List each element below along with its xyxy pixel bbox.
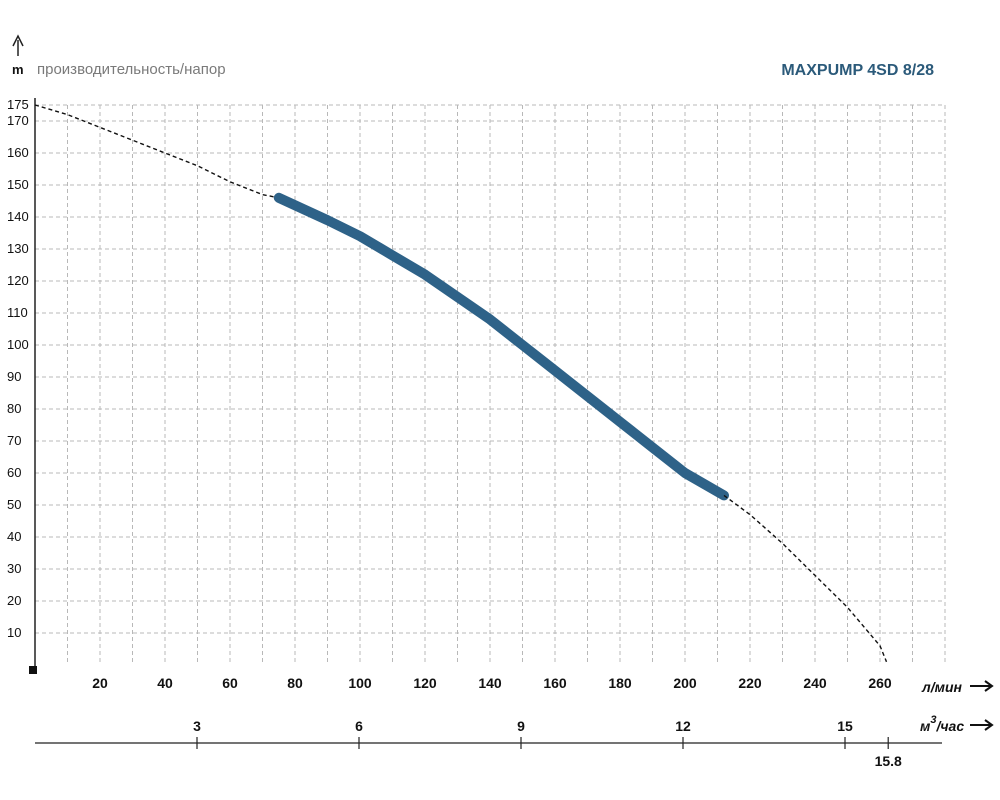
x2-marker-label: 15.8 [875,753,902,769]
x-tick-label-6: 140 [478,675,502,691]
y-tick-label-10: 110 [7,305,28,320]
y-tick-label-7: 80 [7,401,21,416]
x-tick-label-4: 100 [348,675,372,691]
y-tick-label-13: 140 [7,209,29,224]
y-tick-label-3: 40 [7,529,21,544]
y-axis-label: m [12,62,24,77]
x-tick-label-9: 200 [673,675,697,691]
y-axis-arrowhead [12,34,24,47]
x2-axis-label-sup: 3 [930,714,936,726]
y-tick-label-16: 170 [7,113,29,128]
x-tick-label-1: 40 [157,675,173,691]
grid [35,104,946,665]
x2-axis-label-base: м [920,718,931,734]
series-line-0-dashed [34,104,279,199]
series [34,104,888,663]
x2-axis-label-tail: /час [935,718,964,734]
x2-axis-arrow-icon [970,719,994,731]
x-tick-labels: 20 40 60 80 100 120 140 160 180 200 220 240 260 [92,675,892,691]
y-tick-label-12: 130 [7,241,29,256]
x2-tick-label-2: 9 [517,718,525,734]
y-tick-label-17: 175 [7,97,29,112]
y-tick-label-6: 70 [7,433,21,448]
x-axis-label: л/мин [921,679,963,695]
y-tick-label-14: 150 [7,177,29,192]
x-tick-label-11: 240 [803,675,827,691]
chart-title: MAXPUMP 4SD 8/28 [781,62,934,79]
x2-tick-label-0: 3 [193,718,201,734]
x-tick-label-7: 160 [543,675,567,691]
y-tick-labels: 10 20 30 40 50 60 70 80 90 100 110 120 130 140 150 160 1… [7,97,29,640]
x2-tick-label-1: 6 [355,718,363,734]
y-tick-label-15: 160 [7,145,29,160]
series-line-1-solid-thick [273,192,729,501]
x2-tick-label-3: 12 [675,718,691,734]
x-axis-arrow-icon [970,680,994,692]
x-tick-label-8: 180 [608,675,632,691]
y-tick-label-2: 30 [7,561,21,576]
series-line-2-dashed [723,494,888,663]
origin-marker [29,666,37,674]
y-tick-label-8: 90 [7,369,21,384]
axes [12,34,994,744]
y-tick-label-9: 100 [7,337,29,352]
y-tick-label-5: 60 [7,465,21,480]
x2-axis-label: м3/час [920,714,964,734]
y-tick-label-11: 120 [7,273,29,288]
x2-tick-labels: 3 6 9 12 15 15.8 [193,718,902,769]
x-tick-label-0: 20 [92,675,108,691]
x-tick-label-2: 60 [222,675,238,691]
y-tick-label-4: 50 [7,497,21,512]
y-tick-label-1: 20 [7,593,21,608]
x-tick-label-3: 80 [287,675,303,691]
x-tick-label-12: 260 [868,675,892,691]
chart-subtitle: производительность/напор [37,61,226,78]
x-tick-label-10: 220 [738,675,762,691]
x-tick-label-5: 120 [413,675,437,691]
x2-tick-label-4: 15 [837,718,853,734]
y-tick-label-0: 10 [7,625,21,640]
